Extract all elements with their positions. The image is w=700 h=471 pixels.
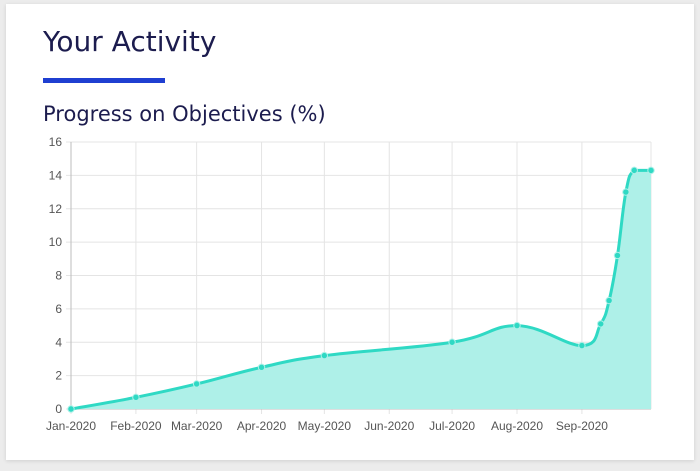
series-line	[69, 168, 653, 411]
data-point[interactable]	[630, 166, 638, 175]
data-point[interactable]	[613, 251, 622, 260]
data-point[interactable]	[192, 380, 201, 388]
title-underline	[43, 78, 165, 83]
data-point[interactable]	[622, 188, 630, 196]
y-tick-label: 14	[49, 168, 63, 182]
data-point[interactable]	[647, 166, 655, 175]
data-point[interactable]	[597, 320, 605, 328]
y-tick-label: 10	[49, 235, 63, 249]
data-point[interactable]	[257, 363, 266, 371]
x-tick-label: Sep-2020	[556, 419, 608, 433]
data-point[interactable]	[67, 405, 75, 413]
data-point[interactable]	[132, 393, 140, 402]
chart-area	[69, 168, 653, 411]
series-area-fill	[71, 170, 651, 409]
x-tick-label: Aug-2020	[491, 419, 543, 433]
x-tick-label: Jul-2020	[429, 419, 475, 433]
y-tick-label: 16	[49, 135, 63, 149]
data-point[interactable]	[605, 296, 613, 305]
y-tick-label: 2	[55, 369, 62, 383]
data-point[interactable]	[320, 351, 329, 360]
chart-points	[67, 166, 655, 413]
x-tick-label: Jan-2020	[46, 419, 96, 433]
y-tick-label: 12	[49, 202, 63, 216]
chart-tick-labels: 0 2 4 6 8 10 12 14 16 Jan-2020 Feb-2020 Mar-2020 Apr…	[46, 135, 608, 433]
y-tick-label: 0	[55, 402, 62, 416]
x-tick-label: Apr-2020	[237, 419, 287, 433]
data-point[interactable]	[513, 321, 521, 330]
x-tick-label: Mar-2020	[171, 419, 223, 433]
y-tick-label: 4	[55, 335, 62, 349]
y-tick-label: 6	[55, 302, 62, 316]
x-tick-label: Jun-2020	[364, 419, 414, 433]
page-title: Your Activity	[43, 25, 217, 58]
data-point[interactable]	[578, 341, 586, 350]
y-tick-label: 8	[55, 269, 62, 283]
x-tick-label: Feb-2020	[110, 419, 162, 433]
chart-subtitle: Progress on Objectives (%)	[43, 102, 326, 126]
data-point[interactable]	[448, 338, 456, 346]
x-tick-label: May-2020	[298, 419, 352, 433]
